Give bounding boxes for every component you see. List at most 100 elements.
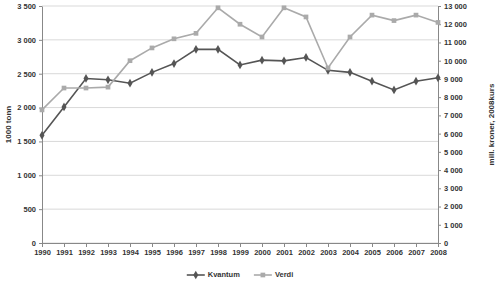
tick-label: 0 (32, 239, 36, 248)
tick: 1 000 (17, 171, 42, 180)
tick: 0 (32, 239, 42, 248)
tick-label: 500 (23, 205, 36, 214)
tick-mark (438, 225, 441, 226)
marker (304, 15, 309, 20)
marker (172, 36, 177, 41)
marker (413, 77, 418, 86)
marker (281, 56, 286, 65)
tick: 2004 (342, 243, 360, 257)
marker (194, 31, 199, 36)
marker (171, 59, 176, 68)
marker (150, 46, 155, 51)
marker (39, 131, 44, 140)
tick-label: 5 000 (444, 148, 463, 157)
marker (215, 45, 220, 54)
tick-label: 0 (444, 239, 448, 248)
legend-marker (193, 271, 198, 280)
tick-label: 4 000 (444, 166, 463, 175)
tick: 2002 (298, 243, 315, 257)
grid-line (42, 209, 438, 210)
tick-mark (108, 243, 109, 247)
tick-label: 1992 (78, 248, 95, 257)
tick-label: 1 500 (17, 137, 36, 146)
tick-mark (39, 141, 42, 142)
tick-mark (438, 188, 441, 189)
tick-mark (328, 243, 329, 247)
tick: 10 000 (438, 57, 467, 66)
grid-line (42, 107, 438, 108)
tick-mark (438, 97, 441, 98)
tick: 9 000 (438, 75, 463, 84)
tick-label: 2007 (408, 248, 425, 257)
tick: 2007 (408, 243, 425, 257)
tick-label: 2008 (430, 248, 447, 257)
tick: 7 000 (438, 111, 463, 120)
marker (149, 68, 154, 77)
tick-label: 1996 (166, 248, 183, 257)
tick: 3 500 (17, 2, 42, 11)
tick-mark (39, 6, 42, 7)
marker (83, 74, 88, 83)
tick-mark (39, 40, 42, 41)
tick: 1992 (78, 243, 95, 257)
tick: 2 000 (438, 202, 463, 211)
tick-label: 12 000 (444, 20, 467, 29)
tick: 11 000 (438, 38, 467, 47)
tick-mark (372, 243, 373, 247)
marker (238, 22, 243, 27)
tick: 2001 (276, 243, 293, 257)
tick: 1 000 (438, 221, 463, 230)
legend-item: Kvantum (187, 270, 240, 279)
tick: 1998 (210, 243, 227, 257)
tick-mark (39, 74, 42, 75)
tick: 8 000 (438, 93, 463, 102)
tick-mark (438, 243, 441, 244)
legend: Kvantum Verdi (187, 270, 293, 279)
legend-label: Verdi (275, 270, 293, 279)
grid-line (42, 141, 438, 142)
tick-label: 2005 (364, 248, 381, 257)
axis-line (438, 7, 439, 244)
marker (105, 75, 110, 84)
tick: 1997 (188, 243, 205, 257)
line (42, 49, 438, 135)
tick-label: 3 500 (17, 2, 36, 11)
tick: 2006 (386, 243, 403, 257)
marker (391, 86, 396, 95)
tick-label: 1991 (56, 248, 73, 257)
marker (392, 18, 397, 23)
tick-label: 6 000 (444, 130, 463, 139)
tick-label: 2004 (342, 248, 360, 257)
marker (369, 77, 374, 86)
tick: 1993 (100, 243, 117, 257)
tick: 2 000 (17, 103, 42, 112)
tick: 500 (23, 205, 42, 214)
tick: 0 (438, 239, 448, 248)
legend-marker (261, 273, 266, 278)
tick-label: 1998 (210, 248, 227, 257)
marker (193, 45, 198, 54)
tick-label: 2 000 (17, 103, 36, 112)
tick-mark (438, 152, 441, 153)
series-group (39, 5, 440, 139)
tick-label: 1 000 (444, 221, 463, 230)
tick-mark (218, 243, 219, 247)
marker (326, 66, 331, 71)
marker (347, 68, 352, 77)
series (39, 45, 440, 140)
tick: 2003 (320, 243, 337, 257)
tick-mark (438, 115, 441, 116)
tick-mark (438, 170, 441, 171)
grid-line (42, 6, 438, 7)
y2-axis-title: mill. kroner, 2008kurs (487, 83, 496, 165)
tick: 1999 (232, 243, 249, 257)
tick-label: 2 500 (17, 70, 36, 79)
tick-mark (39, 175, 42, 176)
marker (282, 5, 287, 10)
tick-label: 11 000 (444, 38, 467, 47)
y-axis-title: 1000 tonn (4, 106, 13, 143)
plot-area: 1990199119921993199419951996199719981999… (17, 2, 467, 257)
tick-mark (42, 243, 43, 247)
tick-mark (394, 243, 395, 247)
tick-label: 13 000 (444, 2, 467, 11)
